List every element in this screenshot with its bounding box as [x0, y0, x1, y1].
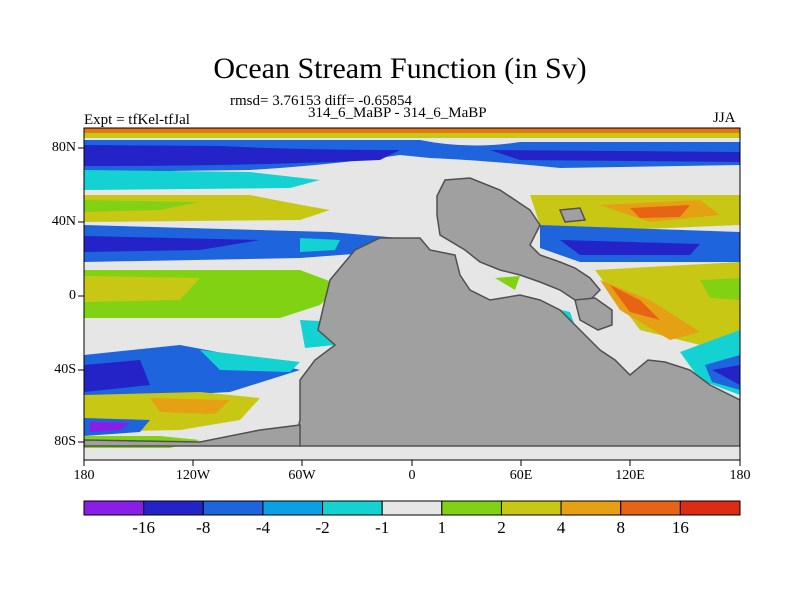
colorbar-swatch	[143, 500, 204, 516]
x-tick-label: 180	[73, 468, 95, 483]
colorbar-label: 4	[556, 518, 566, 537]
x-tick-label: 180	[729, 468, 751, 483]
map-panel	[84, 128, 740, 460]
stats-line: rmsd= 3.76153 diff= -0.65854	[230, 93, 413, 109]
colorbar-swatch	[381, 500, 443, 516]
colorbar-swatch	[83, 500, 145, 516]
colorbar-swatch	[679, 500, 741, 516]
page-title: Ocean Stream Function (in Sv)	[213, 52, 587, 85]
season-label: JJA	[713, 110, 736, 126]
x-tick-label: 0	[408, 468, 416, 483]
x-tick-label: 120E	[615, 468, 645, 483]
colorbar-swatch	[262, 500, 324, 516]
y-tick-label: 40S	[54, 362, 76, 377]
y-tick-label: 40N	[51, 214, 76, 229]
y-tick-label: 0	[69, 288, 76, 303]
colorbar-swatch	[560, 500, 622, 516]
land-mass-main	[294, 237, 740, 447]
land-masses	[84, 177, 740, 447]
colorbar-swatch	[322, 500, 383, 516]
colorbar-swatch	[500, 500, 562, 516]
colorbar-label: -4	[255, 518, 270, 537]
x-tick-label: 60E	[509, 468, 533, 483]
colorbar-swatch	[620, 500, 681, 516]
x-tick-label: 60W	[288, 468, 316, 483]
land-mass-islands	[574, 297, 613, 331]
colorbar-label: -1	[375, 518, 390, 537]
axis-ticks	[78, 147, 741, 466]
colorbar-label: 1	[437, 518, 447, 537]
x-tick-label: 120W	[175, 468, 211, 483]
colorbar-label: 8	[616, 518, 625, 537]
experiment-label: Expt = tfKel-tfJal	[84, 112, 190, 128]
land-mass-small	[558, 207, 587, 223]
colorbar-label: -16	[132, 518, 155, 537]
colorbar-label: 16	[671, 518, 689, 537]
colorbar	[83, 500, 741, 516]
y-tick-label: 80S	[54, 434, 76, 449]
colorbar-label: -2	[315, 518, 330, 537]
colorbar-label: -8	[196, 518, 211, 537]
comparison-label: 314_6_MaBP - 314_6_MaBP	[308, 105, 487, 121]
colorbar-label: 2	[497, 518, 506, 537]
colorbar-swatch	[441, 500, 502, 516]
land-mass-antarctica	[84, 424, 301, 447]
y-tick-label: 80N	[51, 140, 76, 155]
colorbar-swatch	[202, 500, 264, 516]
land-mass-eurasia	[436, 177, 602, 301]
